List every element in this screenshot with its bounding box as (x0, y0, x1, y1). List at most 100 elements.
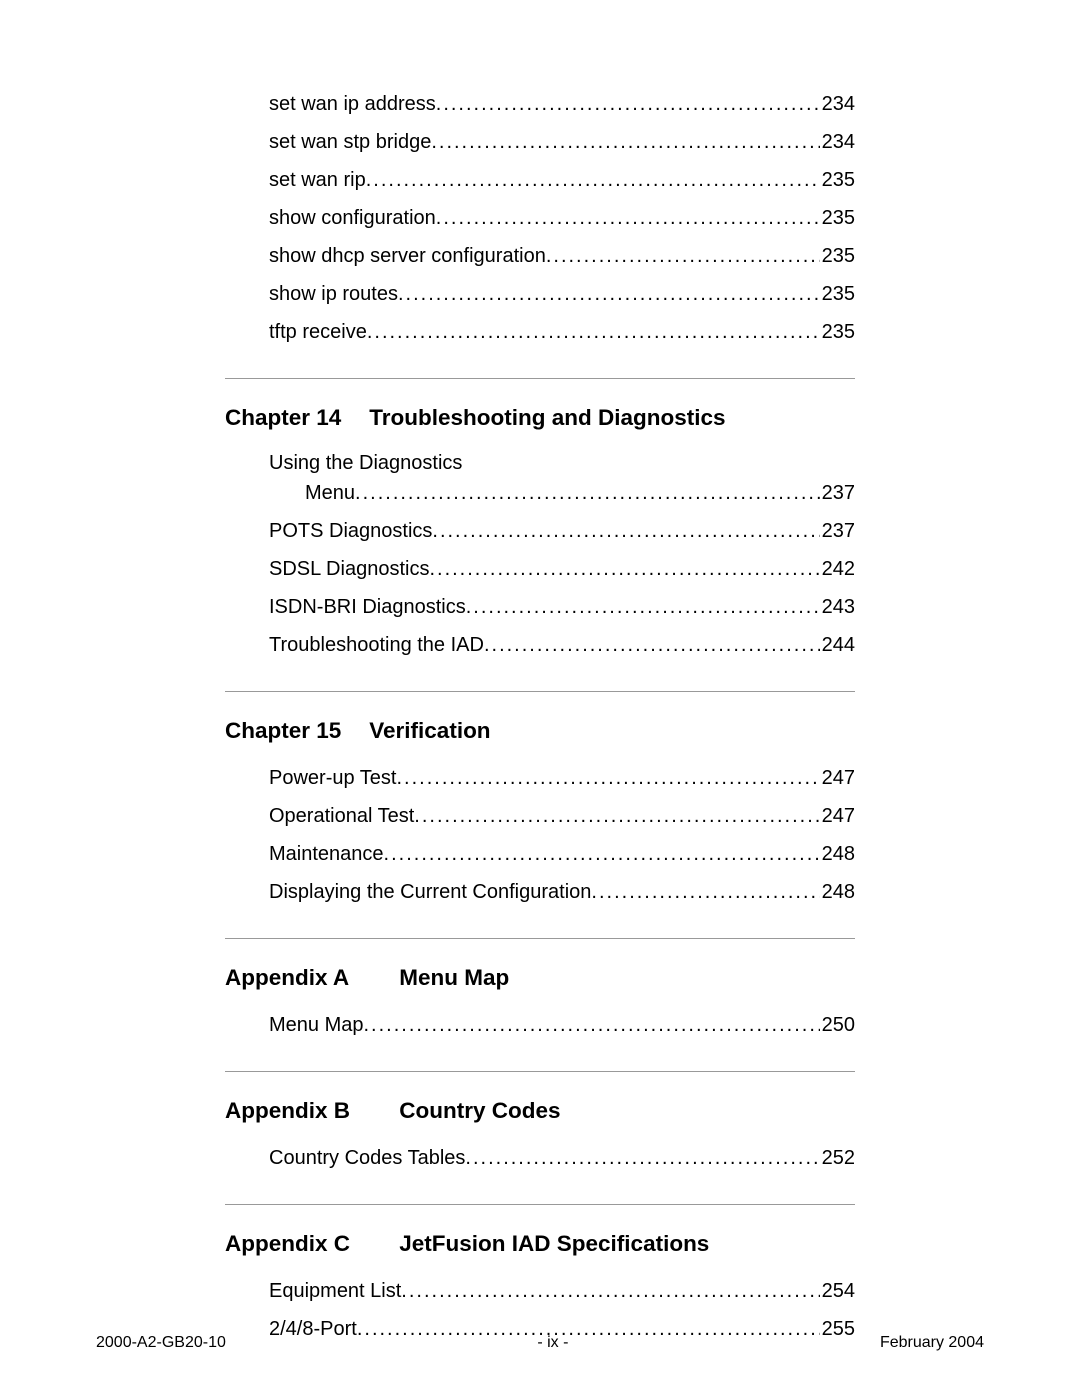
toc-dots (429, 553, 819, 585)
intro-entries: set wan ip address 234 set wan stp bridg… (225, 88, 855, 348)
toc-dots (432, 515, 819, 547)
toc-page: 237 (820, 477, 855, 509)
toc-label: Troubleshooting the IAD (269, 629, 484, 661)
toc-label: show ip routes (269, 278, 398, 310)
section-entries: Country Codes Tables 252 (225, 1142, 855, 1174)
toc-entry: set wan rip 235 (269, 164, 855, 196)
toc-entry: set wan ip address 234 (269, 88, 855, 120)
toc-entry: Equipment List 254 (269, 1275, 855, 1307)
toc-label: Power-up Test (269, 762, 396, 794)
toc-label: set wan rip (269, 164, 366, 196)
section-prefix: Chapter 15 (225, 718, 363, 744)
toc-page: 243 (820, 591, 855, 623)
toc-label: Using the Diagnostics (269, 449, 855, 477)
toc-page: 252 (820, 1142, 855, 1174)
toc-entry: SDSL Diagnostics 242 (269, 553, 855, 585)
toc-label: Displaying the Current Configuration (269, 876, 591, 908)
toc-page: 244 (820, 629, 855, 661)
toc-dots (414, 800, 819, 832)
section-heading-ch14: Chapter 14 Troubleshooting and Diagnosti… (225, 405, 855, 431)
section-entries: Using the Diagnostics Menu 237 POTS Diag… (225, 449, 855, 661)
toc-dots (366, 164, 820, 196)
toc-page: 237 (820, 515, 855, 547)
page-content: set wan ip address 234 set wan stp bridg… (0, 0, 1080, 1345)
toc-page: 247 (820, 800, 855, 832)
section-divider (225, 938, 855, 939)
toc-label: Country Codes Tables (269, 1142, 465, 1174)
section-heading-appc: Appendix C JetFusion IAD Specifications (225, 1231, 855, 1257)
toc-entry: ISDN-BRI Diagnostics 243 (269, 591, 855, 623)
section-entries: Power-up Test 247 Operational Test 247 M… (225, 762, 855, 908)
section-divider (225, 691, 855, 692)
section-title: Menu Map (399, 965, 509, 990)
toc-page: 248 (820, 876, 855, 908)
toc-dots (401, 1275, 819, 1307)
section-title: Troubleshooting and Diagnostics (369, 405, 725, 430)
section-title: Verification (369, 718, 490, 743)
toc-entry: show configuration 235 (269, 202, 855, 234)
toc-dots (396, 762, 819, 794)
toc-label: Menu Map (269, 1009, 364, 1041)
toc-entry: Displaying the Current Configuration 248 (269, 876, 855, 908)
toc-entry: set wan stp bridge 234 (269, 126, 855, 158)
toc-label-line2: Menu (305, 477, 355, 509)
toc-dots (367, 316, 820, 348)
toc-page: 248 (820, 838, 855, 870)
footer-left: 2000-A2-GB20-10 (96, 1334, 226, 1352)
toc-page: 247 (820, 762, 855, 794)
section-divider (225, 378, 855, 379)
toc-entry: Menu Map 250 (269, 1009, 855, 1041)
toc-page: 235 (820, 240, 855, 272)
toc-dots (355, 477, 820, 509)
toc-label: show configuration (269, 202, 436, 234)
toc-page: 235 (820, 316, 855, 348)
toc-entry: Country Codes Tables 252 (269, 1142, 855, 1174)
section-prefix: Chapter 14 (225, 405, 363, 431)
footer-right: February 2004 (880, 1334, 984, 1352)
toc-entry: Operational Test 247 (269, 800, 855, 832)
toc-dots (465, 1142, 819, 1174)
page-footer: 2000-A2-GB20-10 - ix - February 2004 (0, 1334, 1080, 1352)
toc-label: set wan ip address (269, 88, 436, 120)
section-entries: Menu Map 250 (225, 1009, 855, 1041)
section-prefix: Appendix A (225, 965, 393, 991)
footer-center: - ix - (537, 1334, 568, 1352)
toc-entry: show dhcp server configuration 235 (269, 240, 855, 272)
toc-entry: Troubleshooting the IAD 244 (269, 629, 855, 661)
toc-page: 234 (820, 126, 855, 158)
toc-dots (398, 278, 820, 310)
section-prefix: Appendix C (225, 1231, 393, 1257)
toc-label: POTS Diagnostics (269, 515, 432, 547)
toc-dots (431, 126, 819, 158)
section-divider (225, 1204, 855, 1205)
toc-label: set wan stp bridge (269, 126, 431, 158)
toc-label: SDSL Diagnostics (269, 553, 429, 585)
toc-dots (364, 1009, 820, 1041)
toc-entry: show ip routes 235 (269, 278, 855, 310)
toc-page: 234 (820, 88, 855, 120)
section-heading-appb: Appendix B Country Codes (225, 1098, 855, 1124)
section-title: JetFusion IAD Specifications (399, 1231, 709, 1256)
toc-page: 235 (820, 202, 855, 234)
toc-label: show dhcp server configuration (269, 240, 546, 272)
section-divider (225, 1071, 855, 1072)
toc-dots (484, 629, 820, 661)
toc-dots (436, 88, 820, 120)
section-heading-appa: Appendix A Menu Map (225, 965, 855, 991)
toc-dots (591, 876, 819, 908)
section-prefix: Appendix B (225, 1098, 393, 1124)
toc-dots (436, 202, 820, 234)
toc-page: 250 (820, 1009, 855, 1041)
section-title: Country Codes (399, 1098, 560, 1123)
toc-label: ISDN-BRI Diagnostics (269, 591, 466, 623)
toc-page: 235 (820, 164, 855, 196)
toc-label: tftp receive (269, 316, 367, 348)
toc-label: Operational Test (269, 800, 414, 832)
toc-entry: tftp receive 235 (269, 316, 855, 348)
toc-page: 235 (820, 278, 855, 310)
section-heading-ch15: Chapter 15 Verification (225, 718, 855, 744)
toc-label: Maintenance (269, 838, 384, 870)
toc-dots (466, 591, 820, 623)
toc-entry: Power-up Test 247 (269, 762, 855, 794)
toc-dots (546, 240, 820, 272)
